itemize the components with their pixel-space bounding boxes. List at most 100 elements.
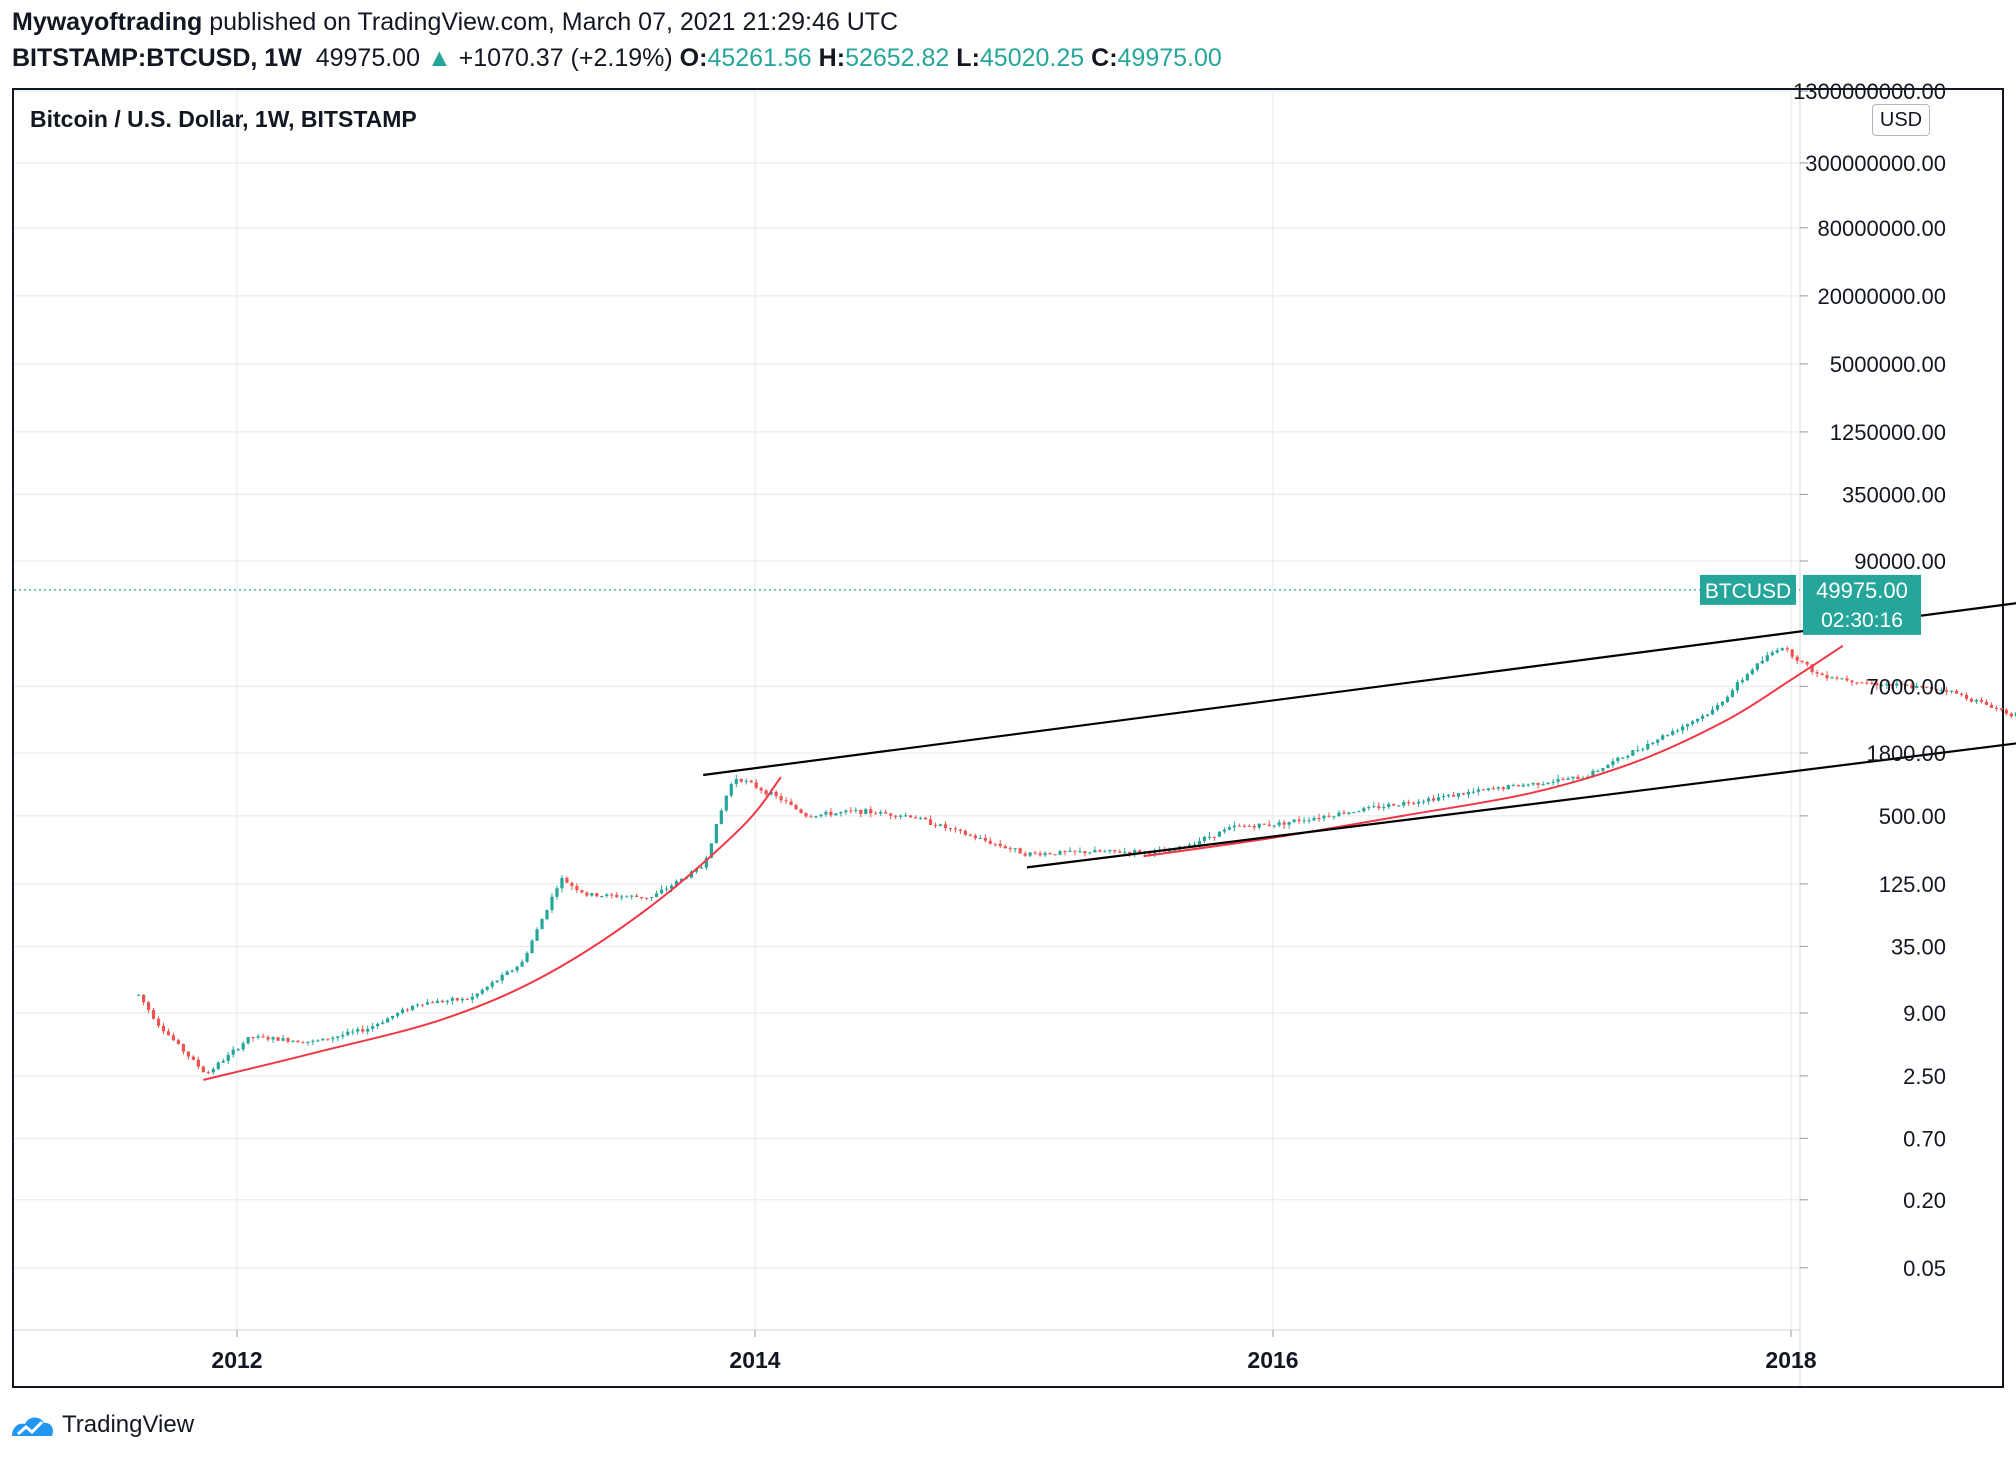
candle-body <box>1322 815 1326 819</box>
candle-body <box>1641 749 1645 751</box>
candle-body <box>1720 701 1725 706</box>
candle-body <box>1302 820 1306 822</box>
candle-body <box>1900 683 1904 685</box>
candle-body <box>1770 652 1774 656</box>
candle-body <box>1073 850 1077 852</box>
candle-body <box>1013 848 1017 850</box>
candle-body <box>973 835 977 839</box>
candle-body <box>1247 825 1251 827</box>
candle-body <box>351 1031 355 1033</box>
footer: TradingView <box>8 1408 194 1442</box>
candle-body <box>1028 852 1032 856</box>
candle-body <box>1601 768 1605 771</box>
candle-body <box>1925 686 1929 688</box>
candle-body <box>1347 812 1351 814</box>
channel-lines <box>703 602 2016 869</box>
candle-body <box>679 878 684 882</box>
candle-body <box>948 828 953 830</box>
candle-body <box>894 815 898 817</box>
candle-body <box>1820 673 1824 676</box>
candle-body <box>1695 718 1700 722</box>
candle-body <box>1426 798 1431 802</box>
candle-body <box>1765 655 1769 661</box>
candle-body <box>1596 770 1600 772</box>
candle-body <box>1207 836 1212 838</box>
candle-body <box>1940 690 1944 692</box>
candle-body <box>1865 682 1869 684</box>
candle-body <box>1217 831 1222 837</box>
candle-body <box>824 811 828 815</box>
candle-body <box>1666 734 1670 736</box>
candle-body <box>1242 825 1246 827</box>
close-label: C: <box>1091 44 1118 72</box>
candle-body <box>415 1004 420 1006</box>
candle-body <box>709 843 713 858</box>
candle-body <box>1785 648 1789 650</box>
candle-body <box>1083 851 1087 854</box>
tradingview-logo-icon <box>12 1417 54 1436</box>
candle-body <box>1780 648 1784 651</box>
candle-body <box>1292 819 1296 822</box>
candle-body <box>395 1012 400 1016</box>
candle-body <box>341 1034 345 1037</box>
candle-body <box>281 1038 285 1041</box>
high-value: 52652.82 <box>845 44 950 72</box>
candle-body <box>1496 787 1500 789</box>
price-axis: 1300000000.00 300000000.00 80000000.00 2000… <box>1793 79 1946 1281</box>
candle-body <box>1845 678 1849 681</box>
candle-body <box>550 896 554 911</box>
candle-body <box>1526 784 1530 786</box>
candle-body <box>146 1002 151 1010</box>
candle-body <box>1187 844 1192 847</box>
candle-body <box>1521 784 1525 787</box>
candle-body <box>1412 803 1416 805</box>
candle-body <box>545 910 549 920</box>
candle-body <box>958 829 963 831</box>
symbol-name[interactable]: BITSTAMP:BTCUSD, 1W <box>12 44 302 72</box>
candle-body <box>1068 850 1072 852</box>
tradingview-brand[interactable]: TradingView <box>62 1411 195 1438</box>
candle-body <box>136 994 141 996</box>
last-price-label: 49975.00 <box>1816 578 1908 603</box>
candle-body <box>390 1015 395 1019</box>
author-name[interactable]: Mywayoftrading <box>12 8 203 36</box>
open-label: O: <box>679 44 708 72</box>
candle-body <box>988 840 992 844</box>
candle-body <box>1317 818 1321 820</box>
candle-body <box>246 1037 250 1044</box>
candle-body <box>615 894 619 898</box>
symbol-tag-label: BTCUSD <box>1705 580 1791 603</box>
candle-body <box>1033 852 1037 854</box>
candle-body <box>1994 707 1999 709</box>
candle-body <box>256 1036 260 1038</box>
candle-body <box>1197 840 1202 845</box>
candle-body <box>1870 682 1874 684</box>
candle-body <box>1118 851 1122 853</box>
candle-body <box>1456 793 1461 797</box>
candle-body <box>764 790 768 795</box>
candle-body <box>1740 680 1744 683</box>
candle-body <box>1536 782 1540 785</box>
candle-body <box>1551 781 1555 783</box>
candle-body <box>759 787 763 791</box>
y-tick-label: 90000.00 <box>1854 549 1946 574</box>
candle-body <box>141 994 146 1003</box>
currency-badge[interactable]: USD <box>1872 104 1930 136</box>
candle-body <box>1212 836 1217 838</box>
candle-body <box>704 857 708 868</box>
candle-body <box>1192 844 1197 846</box>
candle-body <box>251 1037 255 1039</box>
candle-body <box>1840 678 1844 680</box>
candle-body <box>201 1066 205 1073</box>
candle-body <box>276 1037 280 1041</box>
candle-body <box>779 796 783 801</box>
x-tick-label: 2018 <box>1765 1347 1816 1373</box>
candle-body <box>1725 696 1730 702</box>
candle-body <box>475 993 479 997</box>
candle-body <box>849 810 853 812</box>
candle-body <box>1407 802 1411 804</box>
candle-body <box>1342 812 1346 814</box>
candle-body <box>978 837 982 839</box>
candle-body <box>1830 677 1834 679</box>
